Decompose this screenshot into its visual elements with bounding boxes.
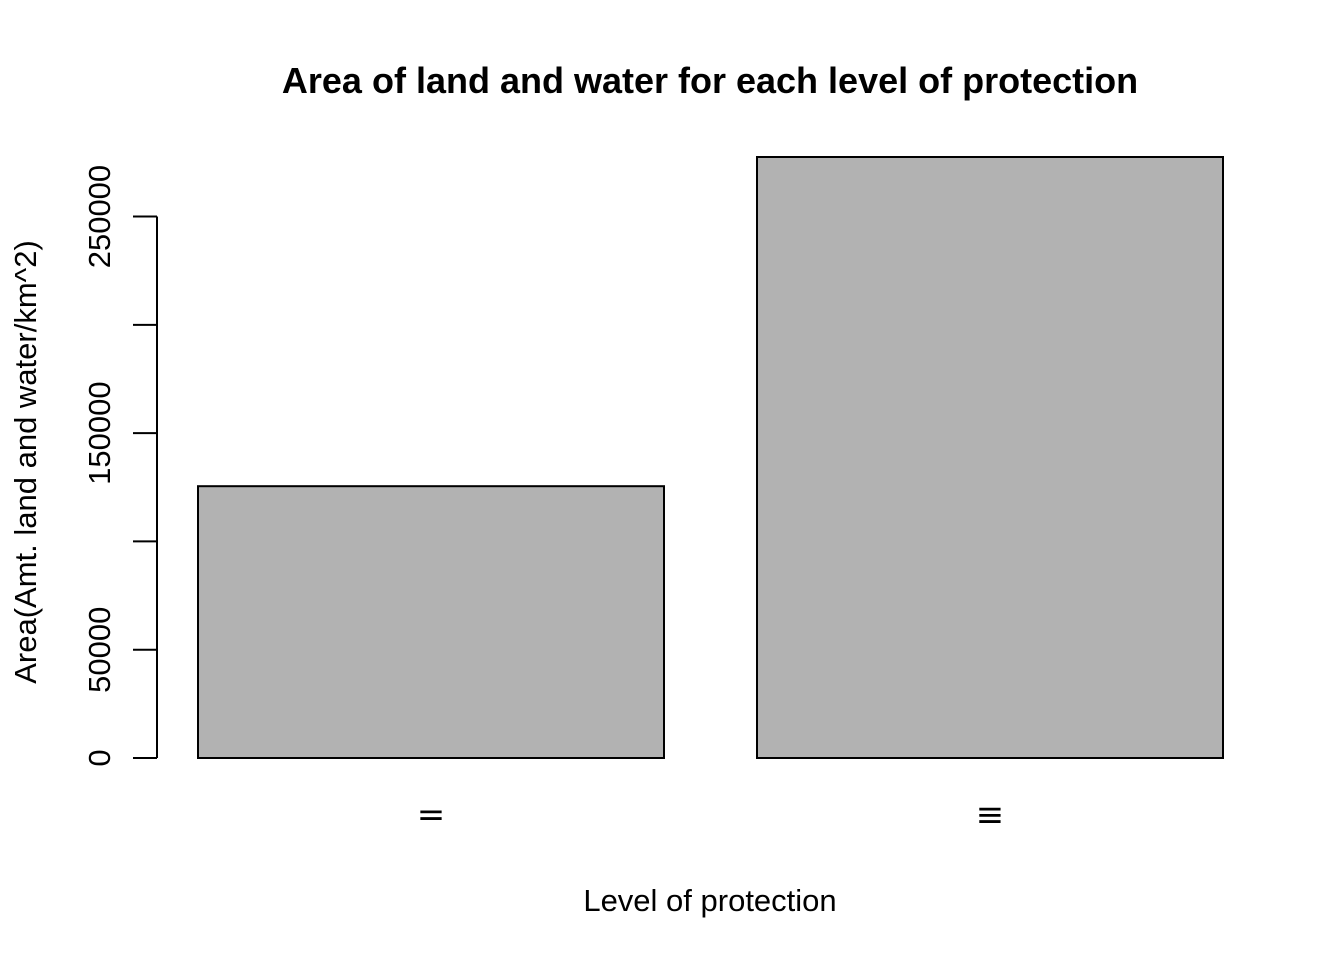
y-tick-label-5: 250000 — [82, 165, 117, 268]
x-axis-label: Level of protection — [583, 883, 836, 918]
x-tick-label-2: ≡ — [976, 795, 1005, 835]
y-tick-label-3: 150000 — [82, 381, 117, 484]
x-category-labels: = ≡ — [417, 795, 1005, 835]
y-axis-label: Area(Amt. land and water/km^2) — [8, 240, 43, 684]
bar-1 — [197, 485, 665, 759]
chart-title: Area of land and water for each level of… — [282, 60, 1138, 101]
y-axis: 0 50000 150000 250000 — [82, 165, 158, 767]
x-tick-label-1: = — [417, 795, 446, 835]
bars-group — [197, 156, 1224, 759]
bar-2 — [756, 156, 1224, 759]
y-tick-label-0: 0 — [82, 749, 117, 766]
y-tick-label-1: 50000 — [82, 607, 117, 693]
